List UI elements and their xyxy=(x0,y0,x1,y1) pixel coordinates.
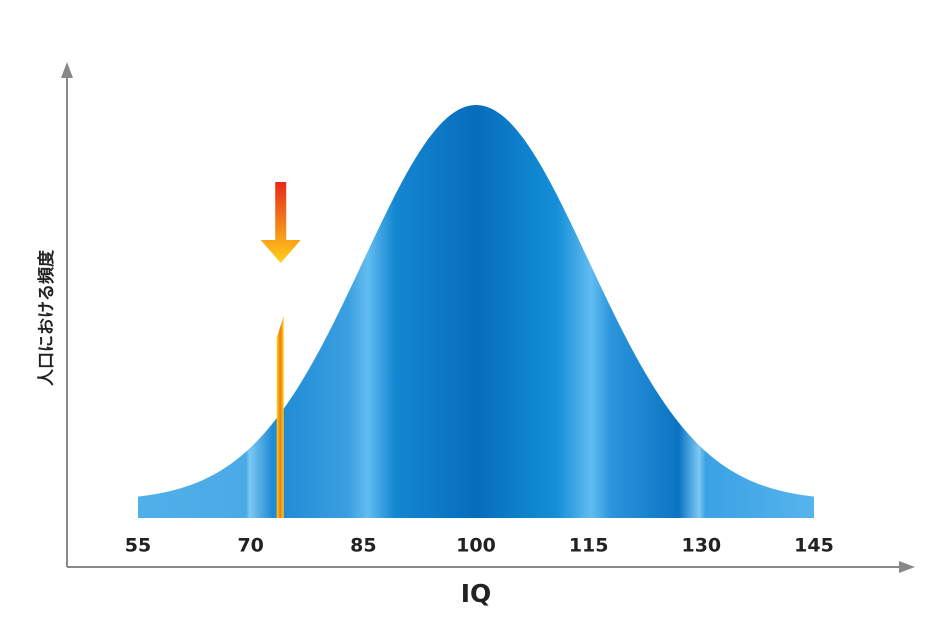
y-axis-label: 人口における頻度 xyxy=(36,249,57,386)
highlight-bar xyxy=(276,316,284,518)
y-axis-arrow xyxy=(61,62,73,78)
x-tick-label: 55 xyxy=(125,535,151,557)
x-tick-label: 85 xyxy=(350,535,376,557)
x-tick-label: 70 xyxy=(237,535,263,557)
x-axis-arrow xyxy=(899,561,915,573)
x-tick-label: 145 xyxy=(794,535,834,557)
distribution-curve xyxy=(138,105,814,518)
x-tick-label: 130 xyxy=(681,535,721,557)
x-tick-label: 115 xyxy=(569,535,609,557)
highlight-arrow xyxy=(260,182,301,263)
x-axis-label: IQ xyxy=(461,579,492,608)
x-tick-label: 100 xyxy=(456,535,496,557)
axes xyxy=(61,62,915,573)
